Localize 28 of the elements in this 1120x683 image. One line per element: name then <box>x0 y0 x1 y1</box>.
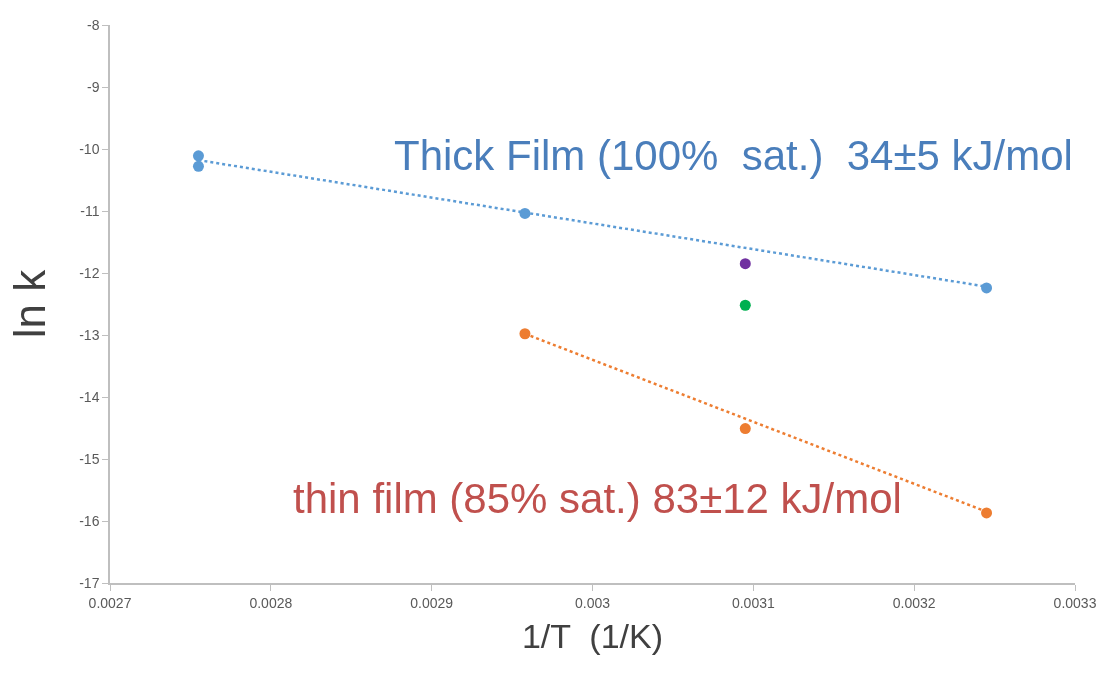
y-tick-label: -17 <box>79 574 100 591</box>
point <box>192 150 204 162</box>
y-tick-label: -10 <box>79 140 100 157</box>
y-tick-label: -9 <box>87 78 100 95</box>
x-tick-label: 0.0028 <box>249 594 293 611</box>
x-tick-label: 0.0032 <box>892 594 936 611</box>
y-tick-label: -13 <box>79 326 100 343</box>
point <box>739 423 751 435</box>
point <box>739 299 751 311</box>
y-tick-label: -12 <box>79 264 100 281</box>
x-axis-title: 1/T (1/K) <box>521 617 664 656</box>
point <box>192 160 204 172</box>
y-axis-title: ln k <box>4 268 54 339</box>
point <box>981 282 993 294</box>
y-tick-label: -15 <box>79 450 100 467</box>
annotation: Thick Film (100% sat.) 34±5 kJ/mol <box>394 132 1073 179</box>
y-tick-label: -14 <box>79 388 100 405</box>
y-tick-label: -11 <box>80 202 100 219</box>
y-tick-label: -8 <box>87 16 100 33</box>
y-tick-label: -16 <box>79 512 100 529</box>
x-tick-label: 0.0027 <box>88 594 132 611</box>
point <box>981 507 993 519</box>
annotation: thin film (85% sat.) 83±12 kJ/mol <box>293 475 902 522</box>
x-tick-label: 0.0031 <box>731 594 775 611</box>
x-tick-label: 0.0033 <box>1053 594 1097 611</box>
x-tick-label: 0.003 <box>574 594 611 611</box>
point <box>739 258 751 270</box>
x-tick-label: 0.0029 <box>410 594 454 611</box>
